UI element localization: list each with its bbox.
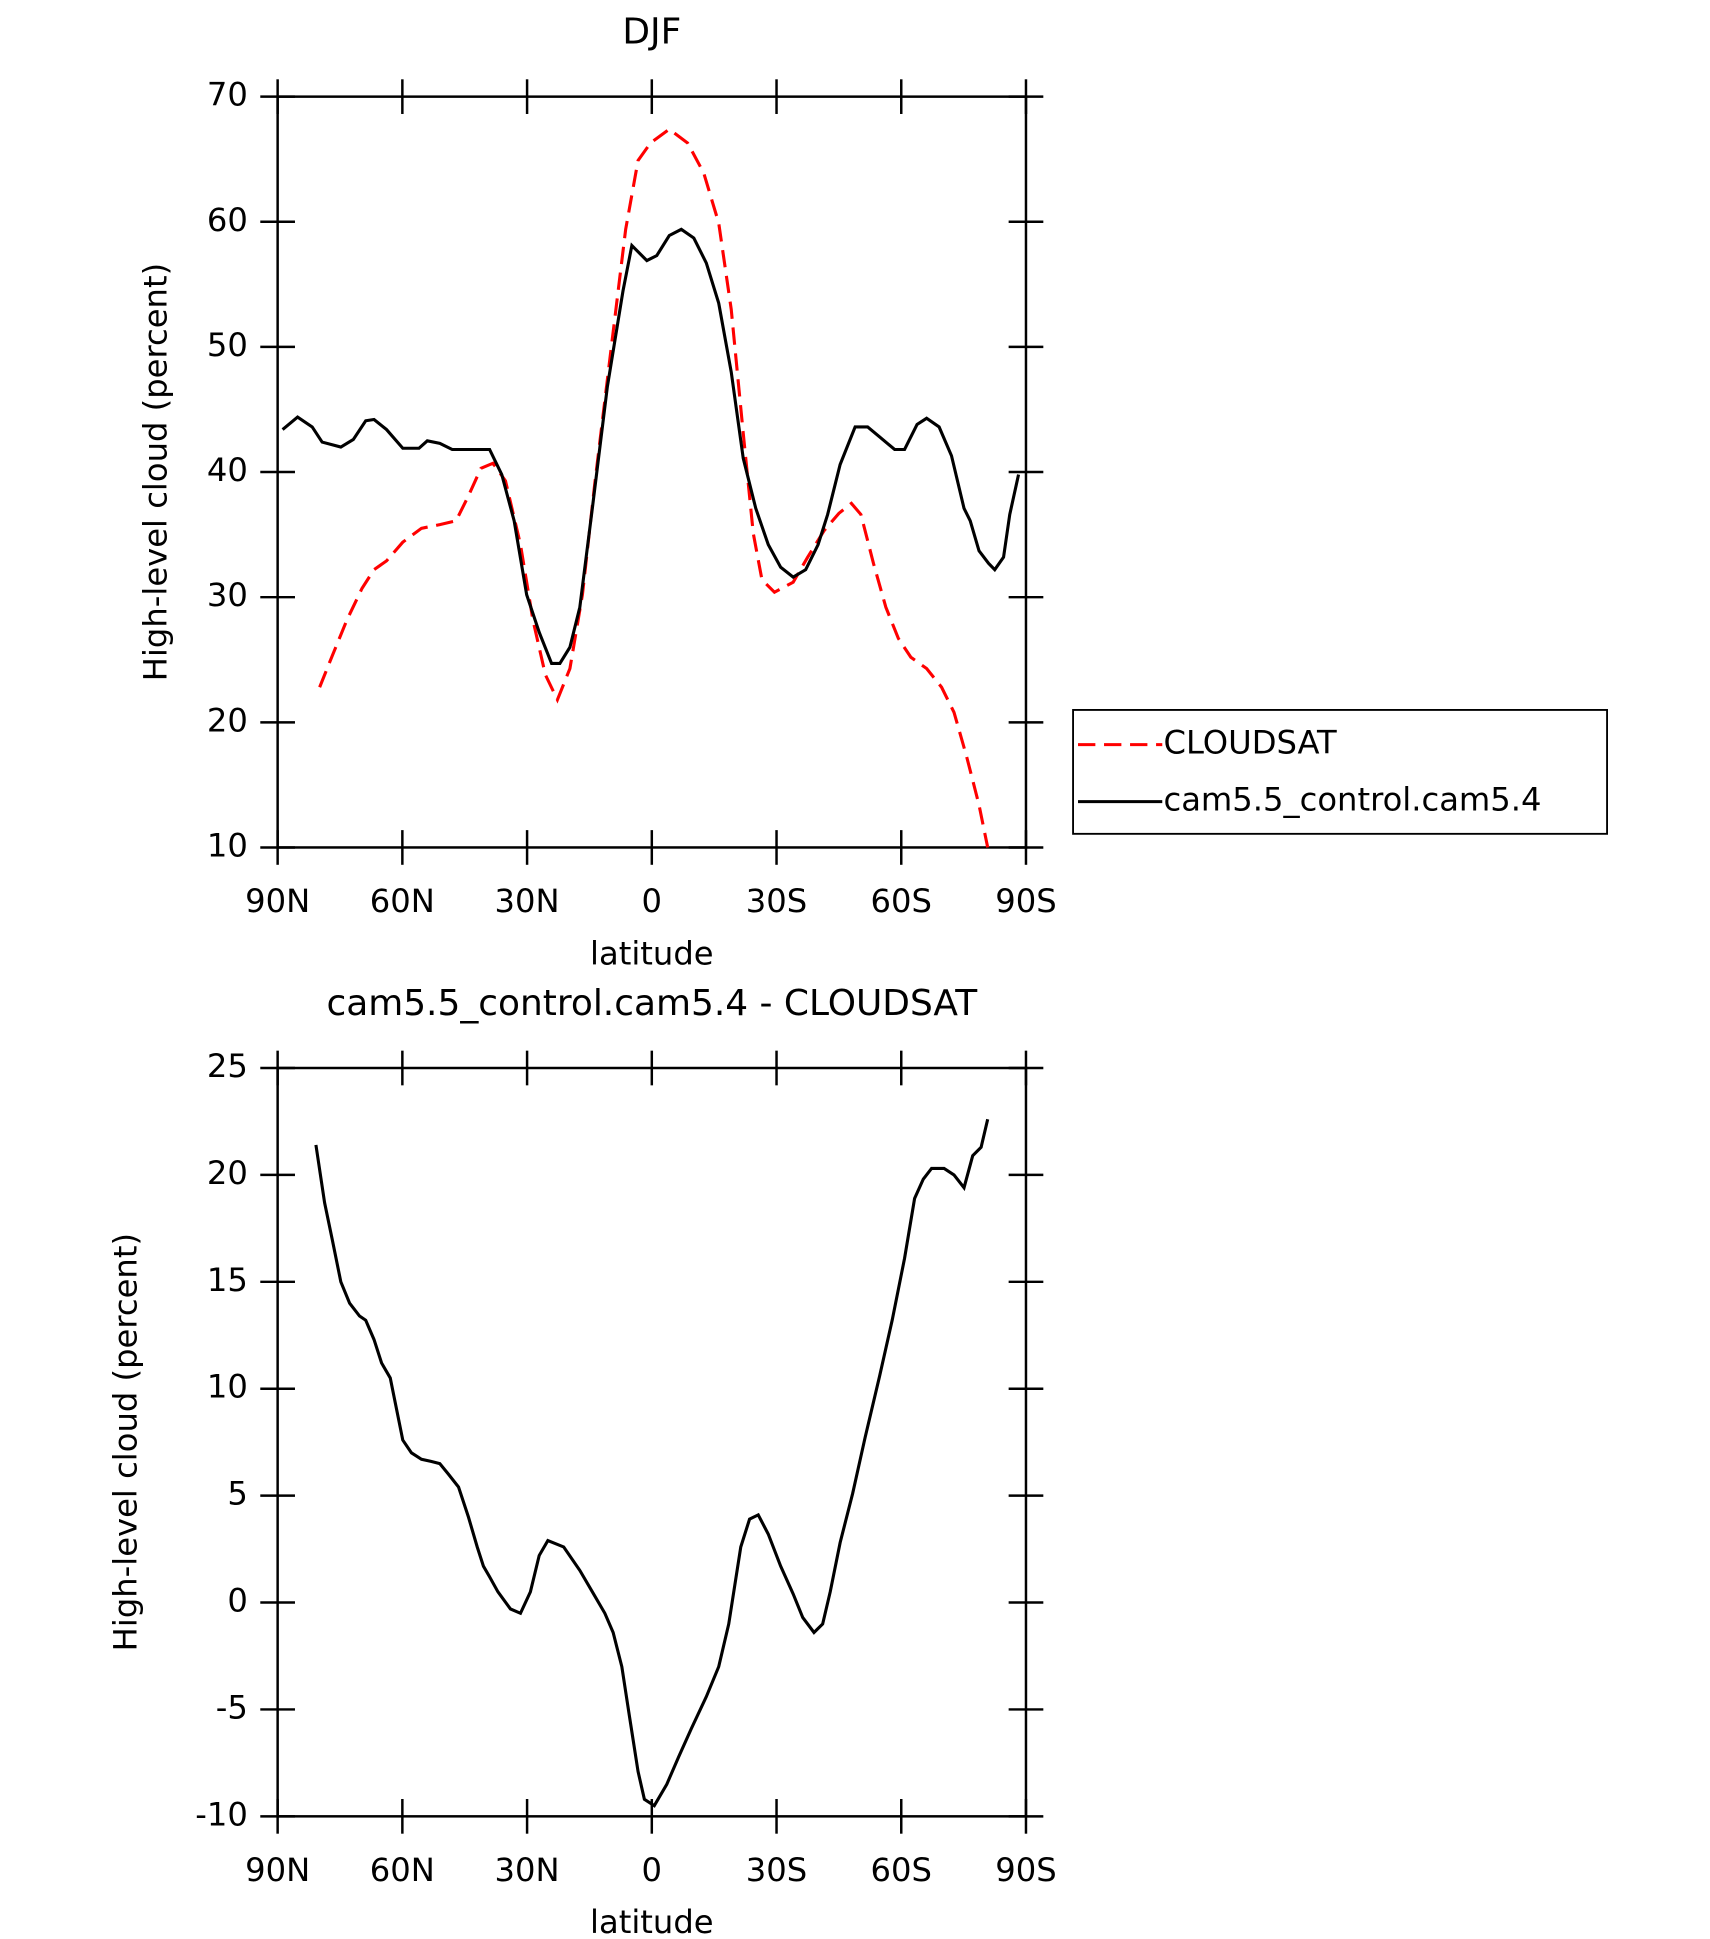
y-tick-label: 0 — [227, 1582, 248, 1620]
chart-title: DJF — [622, 11, 681, 52]
x-tick-label: 30S — [746, 882, 807, 920]
data-line — [314, 1118, 990, 1808]
y-tick-label: 10 — [207, 826, 248, 864]
plot-frame — [276, 95, 1028, 849]
x-tick-label: 30N — [495, 1851, 560, 1889]
x-tick-label: 60N — [370, 1851, 435, 1889]
y-tick-label: 50 — [207, 326, 248, 364]
legend-box — [1072, 709, 1608, 835]
y-tick-label: 70 — [207, 76, 248, 114]
y-tick-label: 40 — [207, 451, 248, 489]
x-tick-label: 30S — [746, 1851, 807, 1889]
y-tick-label: 10 — [207, 1368, 248, 1406]
x-axis-label: latitude — [590, 1903, 714, 1939]
y-tick-label: 30 — [207, 576, 248, 614]
data-line — [318, 127, 990, 848]
x-tick-label: 90S — [995, 882, 1056, 920]
x-axis-label: latitude — [590, 934, 714, 972]
x-tick-label: 90S — [995, 1851, 1056, 1889]
chart-title: cam5.5_control.cam5.4 - CLOUDSAT — [326, 983, 978, 1024]
y-tick-label: 15 — [207, 1261, 248, 1299]
x-tick-label: 90N — [245, 882, 310, 920]
x-tick-label: 0 — [642, 882, 663, 920]
x-tick-label: 60S — [871, 1851, 932, 1889]
y-tick-label: 25 — [207, 1047, 248, 1085]
y-tick-label: 60 — [207, 201, 248, 239]
x-tick-label: 60N — [370, 882, 435, 920]
y-tick-label: 20 — [207, 1154, 248, 1192]
x-tick-label: 90N — [245, 1851, 310, 1889]
x-tick-label: 0 — [642, 1851, 663, 1889]
plot-frame — [276, 1066, 1028, 1818]
x-tick-label: 60S — [871, 882, 932, 920]
legend-label: CLOUDSAT — [1164, 724, 1338, 762]
x-tick-label: 30N — [495, 882, 560, 920]
y-tick-label: 20 — [207, 701, 248, 739]
y-tick-label: -10 — [195, 1795, 248, 1833]
y-axis-label: High-level cloud (percent) — [136, 263, 174, 681]
y-tick-label: -5 — [216, 1688, 248, 1726]
data-line — [281, 227, 1021, 666]
y-tick-label: 5 — [227, 1475, 248, 1513]
legend-label: cam5.5_control.cam5.4 — [1164, 781, 1542, 819]
y-axis-label: High-level cloud (percent) — [107, 1233, 145, 1651]
